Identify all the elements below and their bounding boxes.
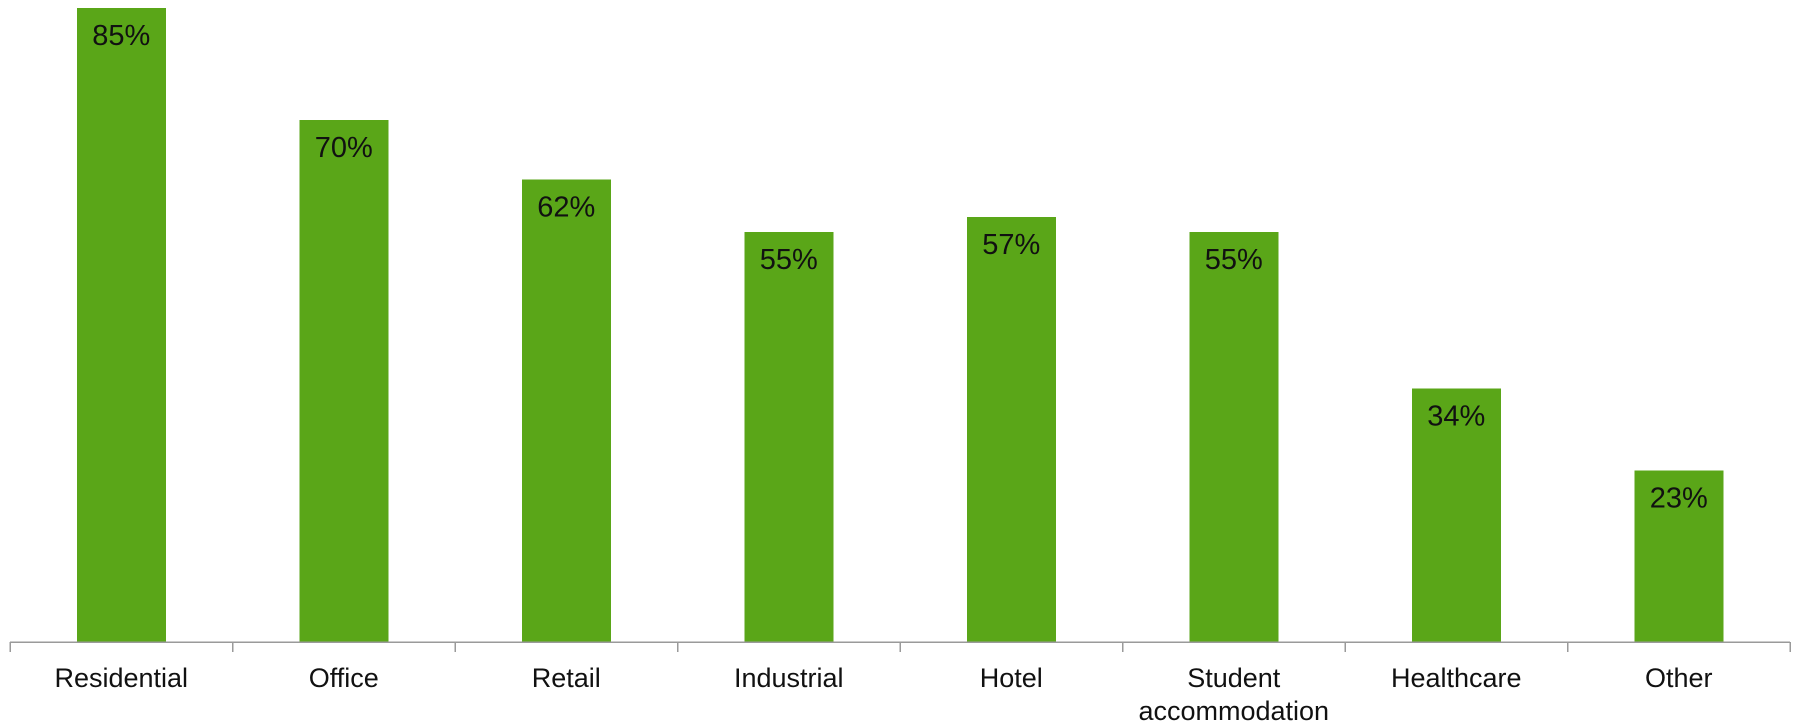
data-label: 34% [1427,400,1485,432]
bar-industrial [744,231,834,642]
bar-other [1634,470,1724,642]
category-label: Industrial [734,663,844,693]
category-label: Retail [532,663,601,693]
category-label-line: Industrial [734,663,844,693]
data-label: 70% [315,132,373,164]
category-label: Other [1645,663,1713,693]
bar-office [299,119,389,642]
value-labels-group: 85% 70% 62% 55% 57% 55% 34% 23% [92,20,1708,514]
category-label-line: Retail [532,663,601,693]
category-label-line: Office [309,663,379,693]
data-label: 85% [92,20,150,52]
bar-student-accommodation [1189,231,1279,642]
bar-retail [521,179,611,643]
category-label: Hotel [980,663,1043,693]
bars-group [76,8,1724,643]
bar-residential [76,8,166,642]
bar-hotel [966,216,1056,642]
data-label: 55% [1205,244,1263,276]
category-label: Residential [54,663,188,693]
bar-healthcare [1411,388,1501,642]
category-label-line: Student [1187,663,1281,693]
category-label: Office [309,663,379,693]
data-label: 57% [982,229,1040,261]
category-label-line: Hotel [980,663,1043,693]
x-axis [9,641,1791,652]
category-label-line: Healthcare [1391,663,1522,693]
data-label: 62% [537,192,595,224]
category-label-line: Residential [54,663,188,693]
category-label: Student accommodation [1138,663,1329,724]
category-label: Healthcare [1391,663,1522,693]
data-label: 23% [1650,482,1708,514]
data-label: 55% [760,244,818,276]
category-label-line: accommodation [1138,696,1329,724]
category-labels-group: Residential Office Retail Industrial Hotel St… [54,663,1712,724]
category-label-line: Other [1645,663,1713,693]
